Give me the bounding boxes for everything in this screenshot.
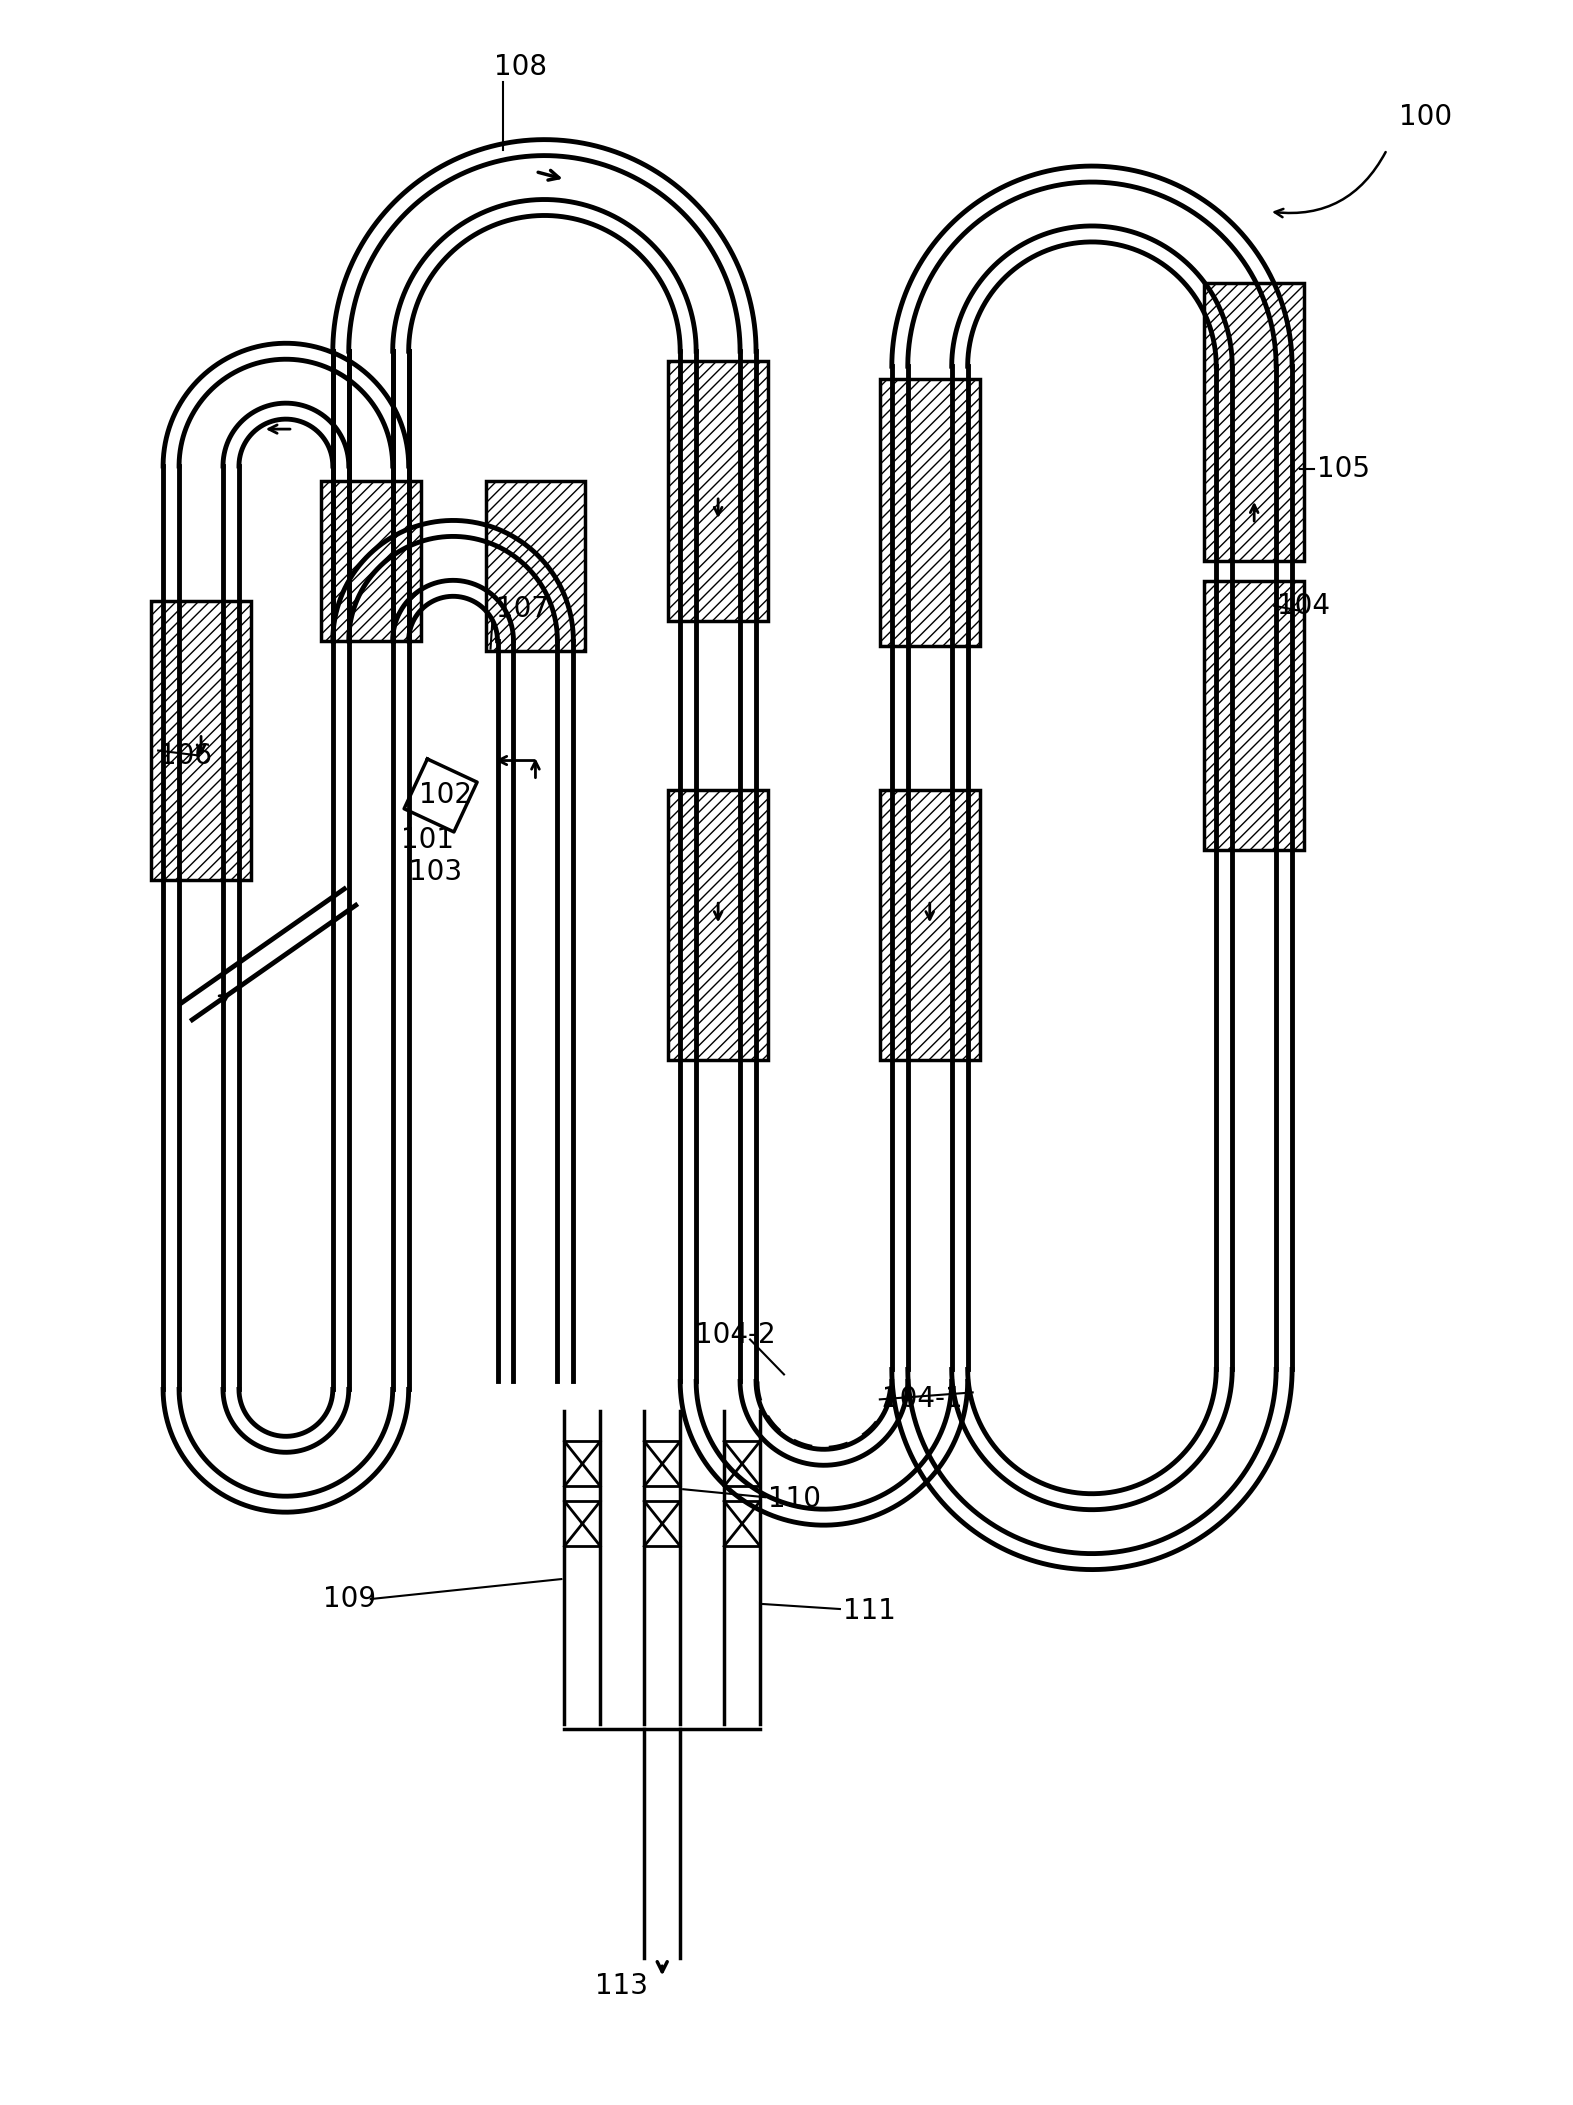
Text: 108: 108 [494, 53, 546, 80]
Bar [669, 362, 768, 621]
Bar [1205, 581, 1304, 850]
Text: 104: 104 [1277, 592, 1331, 619]
Bar [486, 482, 585, 650]
Bar [879, 791, 980, 1061]
Text: 107: 107 [495, 596, 549, 623]
Bar [879, 379, 980, 646]
Bar [669, 791, 768, 1061]
Text: 109: 109 [322, 1585, 376, 1612]
Text: 106: 106 [159, 741, 212, 770]
Text: 110: 110 [768, 1486, 821, 1513]
Text: 105: 105 [1317, 455, 1370, 482]
Text: 102: 102 [418, 781, 472, 810]
Bar [1205, 284, 1304, 560]
Text: 101: 101 [401, 827, 453, 855]
Bar [321, 482, 420, 640]
Text: 103: 103 [409, 859, 462, 886]
Text: 111: 111 [843, 1598, 895, 1625]
Text: 104-1: 104-1 [882, 1385, 963, 1412]
Text: 100: 100 [1398, 103, 1452, 131]
Text: 113: 113 [595, 1972, 648, 2000]
Text: 104-2: 104-2 [695, 1320, 775, 1349]
Bar [151, 600, 252, 880]
